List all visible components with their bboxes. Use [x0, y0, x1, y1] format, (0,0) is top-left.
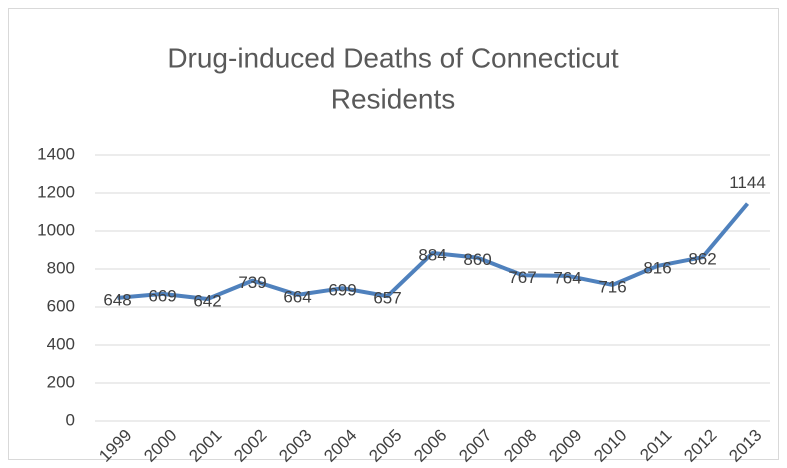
data-label: 716: [598, 277, 626, 296]
chart-frame: [8, 8, 779, 460]
y-tick-label: 1400: [37, 144, 75, 163]
data-label: 669: [148, 286, 176, 305]
data-label: 862: [688, 250, 716, 269]
y-tick-label: 200: [47, 372, 75, 391]
chart-title: Drug-induced Deaths of Connecticut: [167, 42, 619, 73]
data-label: 816: [643, 258, 671, 277]
chart-title: Residents: [331, 83, 456, 114]
y-tick-label: 800: [47, 258, 75, 277]
data-label: 884: [418, 246, 446, 265]
data-label: 657: [373, 289, 401, 308]
y-tick-label: 1200: [37, 182, 75, 201]
y-tick-label: 0: [66, 410, 75, 429]
data-label: 767: [508, 268, 536, 287]
data-label: 860: [463, 250, 491, 269]
y-tick-label: 400: [47, 334, 75, 353]
y-tick-label: 600: [47, 296, 75, 315]
y-tick-label: 1000: [37, 220, 75, 239]
data-label: 1144: [729, 173, 766, 192]
data-label: 664: [283, 287, 311, 306]
data-label: 699: [328, 281, 356, 300]
data-label: 642: [193, 292, 221, 311]
data-label: 764: [553, 268, 581, 287]
line-series: [117, 202, 750, 302]
data-label: 739: [238, 273, 266, 292]
data-label: 648: [103, 290, 131, 309]
